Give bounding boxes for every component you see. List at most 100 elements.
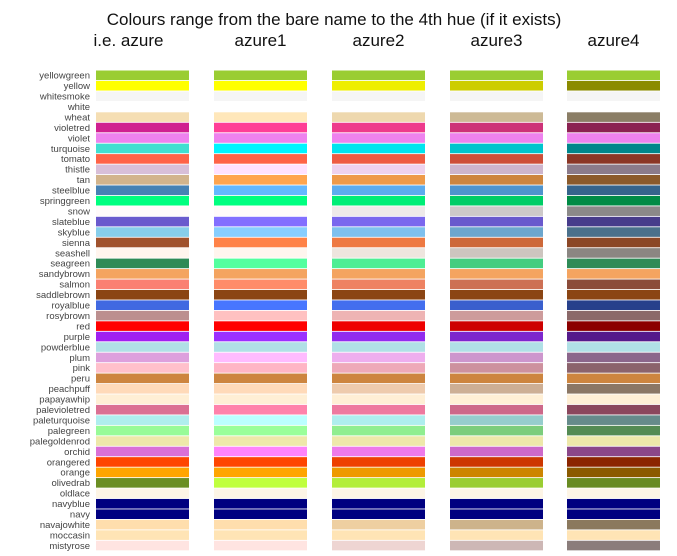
colour-swatch (96, 258, 189, 269)
colour-swatch (332, 509, 425, 519)
row-label: papayawhip (39, 395, 90, 406)
colour-swatch (96, 70, 189, 81)
row-label: slateblue (52, 217, 90, 228)
row-label: violetred (54, 123, 90, 134)
colour-swatch (450, 143, 543, 154)
colour-swatch (567, 404, 660, 415)
colour-swatch (96, 404, 189, 415)
colour-swatch (332, 394, 425, 405)
colour-swatch (567, 70, 660, 81)
colour-swatch (450, 300, 543, 310)
colour-swatch (214, 509, 307, 519)
colour-swatch (450, 446, 543, 457)
colour-swatch (450, 154, 543, 164)
colour-swatch (332, 91, 425, 101)
colour-swatch (332, 300, 425, 310)
colour-swatch (567, 143, 660, 154)
colour-swatch (567, 540, 660, 551)
chart-title: Colours range from the bare name to the … (107, 10, 562, 29)
colour-swatch (96, 363, 189, 373)
colour-swatch (332, 112, 425, 122)
colour-swatch (450, 540, 543, 551)
colour-swatch (567, 363, 660, 373)
colour-swatch (450, 321, 543, 331)
row-label: mistyrose (49, 541, 90, 552)
colour-swatch (332, 143, 425, 154)
colour-swatch (332, 342, 425, 352)
row-label: oldlace (60, 489, 90, 500)
colour-swatch (96, 331, 189, 342)
colour-swatch (96, 373, 189, 384)
colour-swatch (96, 436, 189, 446)
colour-swatch (567, 122, 660, 133)
column-header: azure3 (471, 31, 523, 50)
colour-swatch (332, 530, 425, 540)
colour-swatch (450, 91, 543, 101)
colour-swatch (567, 394, 660, 405)
colour-swatch (96, 467, 189, 478)
colour-swatch (214, 363, 307, 373)
row-label: yellow (64, 81, 91, 92)
colour-swatch (332, 519, 425, 530)
colour-swatch (332, 363, 425, 373)
colour-swatch (450, 436, 543, 446)
row-label: royalblue (51, 301, 90, 312)
column-header: i.e. azure (94, 31, 164, 50)
colour-swatch (332, 122, 425, 133)
colour-swatch (567, 101, 660, 112)
colour-swatch (567, 289, 660, 300)
colour-swatch (214, 404, 307, 415)
colour-swatch (332, 352, 425, 363)
colour-swatch (332, 373, 425, 384)
colour-swatch (96, 509, 189, 519)
swatch-grid (96, 70, 660, 551)
colour-swatch (450, 279, 543, 290)
colour-swatch (214, 488, 307, 499)
colour-swatch (214, 446, 307, 457)
colour-swatch (567, 112, 660, 122)
colour-swatch (567, 91, 660, 101)
colour-swatch (96, 133, 189, 143)
colour-swatch (567, 227, 660, 237)
colour-swatch (214, 91, 307, 101)
colour-swatch (567, 488, 660, 499)
colour-swatch (96, 216, 189, 227)
row-label: turquoise (51, 144, 90, 155)
colour-swatch (450, 164, 543, 175)
colour-swatch (214, 478, 307, 488)
colour-swatch (96, 394, 189, 405)
colour-swatch (567, 373, 660, 384)
colour-swatch (332, 289, 425, 300)
row-label: skyblue (58, 227, 90, 238)
colour-swatch (214, 216, 307, 227)
colour-swatch (214, 519, 307, 530)
row-label: navajowhite (40, 520, 90, 531)
colour-swatch (567, 133, 660, 143)
colour-swatch (450, 310, 543, 321)
colour-swatch (214, 195, 307, 206)
colour-swatch (567, 509, 660, 519)
row-label: palegreen (48, 426, 90, 437)
colour-swatch (567, 80, 660, 91)
row-label: plum (69, 353, 90, 364)
row-label: purple (64, 332, 90, 343)
colour-swatch (450, 122, 543, 133)
colour-swatch (450, 80, 543, 91)
colour-swatch (332, 384, 425, 394)
colour-swatch (332, 216, 425, 227)
colour-swatch (450, 101, 543, 112)
row-label: whitesmoke (39, 92, 90, 103)
colour-swatch (96, 185, 189, 196)
row-label: olivedrab (51, 478, 90, 489)
colour-swatch (567, 352, 660, 363)
colour-swatch (450, 70, 543, 81)
colour-swatch (96, 80, 189, 91)
colour-swatch (450, 478, 543, 488)
colour-swatch (214, 269, 307, 279)
row-label: navyblue (52, 499, 90, 510)
colour-swatch (96, 122, 189, 133)
colour-swatch (332, 80, 425, 91)
colour-swatch (96, 310, 189, 321)
colour-swatch (96, 446, 189, 457)
